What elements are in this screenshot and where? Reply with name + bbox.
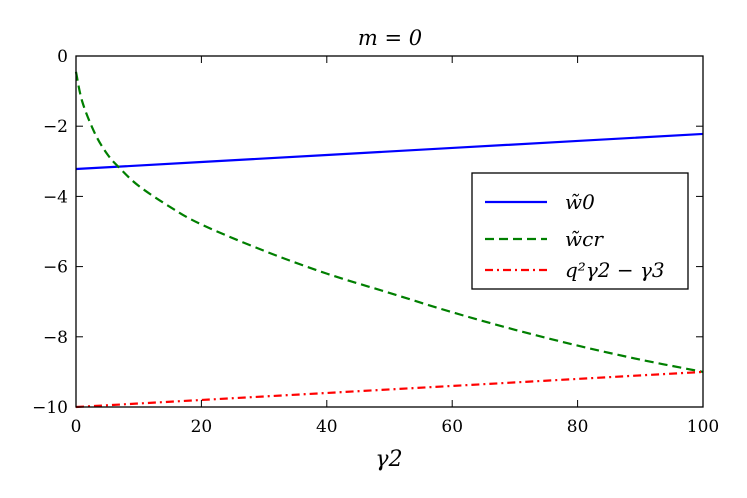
y-tick-label: −4 xyxy=(43,187,68,207)
y-tick-label: −8 xyxy=(43,328,68,348)
y-tick-label: −2 xyxy=(43,117,68,137)
x-tick-label: 40 xyxy=(316,417,338,437)
plot-frame xyxy=(75,55,704,408)
legend-label-1: w̃0 xyxy=(565,190,595,214)
legend-label-2: w̃cr xyxy=(565,227,604,251)
series-line-1 xyxy=(75,132,704,171)
legend-label-3: q²γ2 − γ3 xyxy=(565,258,665,282)
legend-items: w̃0 w̃cr q²γ2 − γ3 xyxy=(485,190,665,282)
ticks-layer: 0 20 40 60 80 100 0 −2 −4 −6 −8 −10 xyxy=(32,47,719,437)
series-layer xyxy=(74,71,704,409)
y-tick-label: −6 xyxy=(43,258,68,278)
x-tick-label: 20 xyxy=(191,417,213,437)
x-tick-label: 80 xyxy=(567,417,589,437)
chart-title: m = 0 xyxy=(358,26,422,50)
x-tick-label: 0 xyxy=(71,417,82,437)
x-tick-label: 100 xyxy=(687,417,719,437)
y-tick-label: −10 xyxy=(32,398,68,418)
y-tick-label: 0 xyxy=(57,47,68,67)
legend: w̃0 w̃cr q²γ2 − γ3 xyxy=(471,172,689,290)
series-line-3 xyxy=(75,370,704,409)
x-axis-label: γ2 xyxy=(375,447,402,472)
x-tick-label: 60 xyxy=(441,417,463,437)
